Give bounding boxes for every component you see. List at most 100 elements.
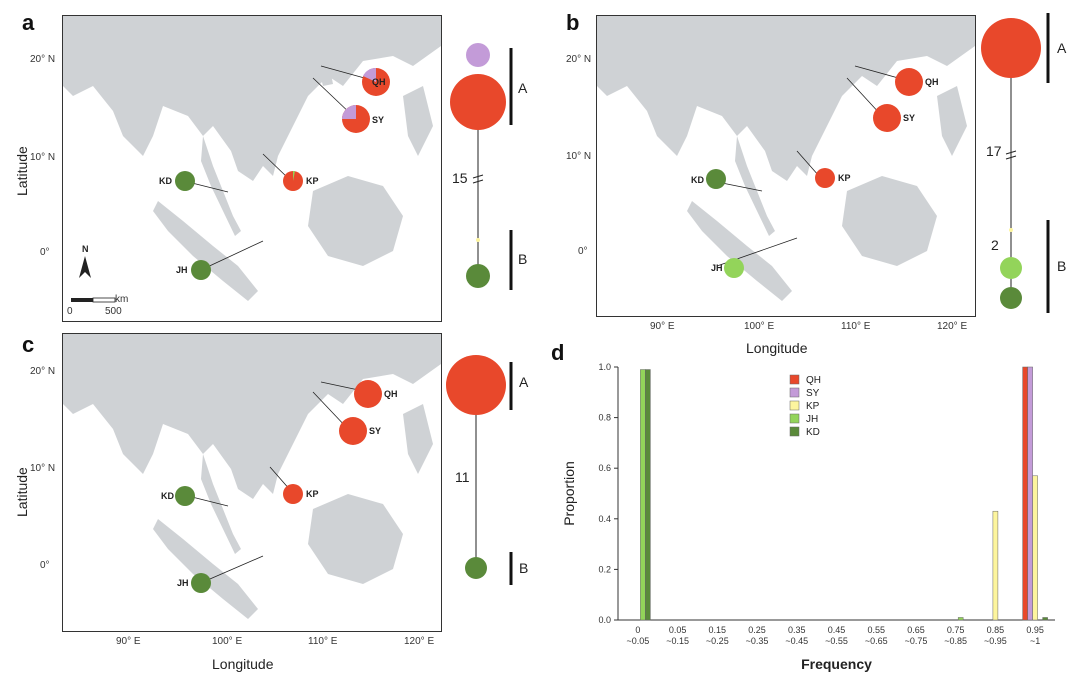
panel-label-b: b: [566, 10, 580, 35]
network-c: [446, 355, 513, 585]
sumatra-land: [153, 201, 258, 301]
lon-tick-90-c: 90° E: [116, 636, 141, 647]
steps2-label-b: 2: [991, 237, 999, 253]
haplotype-b-label-a: B: [518, 251, 528, 267]
steps-label-c: 11: [455, 469, 470, 485]
x-tick-label: 0.95: [1026, 625, 1044, 635]
x-tick-label: ~0.75: [905, 636, 928, 646]
site-jh-c: JH: [177, 578, 189, 588]
site-jh-a: JH: [176, 265, 188, 275]
haplotype-b-label-b: B: [1057, 258, 1067, 274]
philippines-land: [403, 86, 433, 156]
north-arrow-icon: [79, 256, 91, 278]
y-tick-label: 0.4: [598, 514, 611, 524]
site-kp-c: KP: [306, 489, 319, 499]
map-a: QH SY KP KD JH N km 0 500: [62, 15, 442, 322]
x-tick-label: ~0.95: [984, 636, 1007, 646]
map-b: QH SY KP KD JH: [596, 15, 976, 317]
network-b: [981, 13, 1050, 313]
pie-sy-b: [873, 104, 901, 132]
haplotype-a-label-a: A: [518, 80, 528, 96]
y-tick-label: 0.6: [598, 463, 611, 473]
site-sy-c: SY: [369, 426, 382, 436]
pie-kd-c: [175, 486, 195, 506]
legend-label-kp: KP: [806, 401, 820, 412]
bar-kd: [645, 369, 651, 621]
legend-swatch-jh: [789, 413, 800, 424]
lat-tick-0: 0°: [40, 247, 50, 258]
site-sy-b: SY: [903, 113, 916, 123]
haplotype-a-label-b: A: [1057, 40, 1067, 56]
lat-tick-10-c: 10° N: [30, 463, 56, 474]
x-tick-label: 0: [635, 625, 640, 635]
lon-tick-100-c: 100° E: [212, 636, 243, 647]
panel-label-c: c: [22, 332, 35, 357]
mainland-land: [63, 16, 441, 181]
haplotype-b-label-c: B: [519, 560, 529, 576]
x-tick-label: ~0.65: [865, 636, 888, 646]
lon-tick-110-c: 110° E: [308, 636, 338, 647]
bar-sy: [1027, 366, 1033, 621]
bar-kp: [992, 510, 999, 621]
lat-tick-20-b: 20° N: [566, 54, 592, 65]
pointer-lines-a: [187, 65, 369, 270]
x-tick-label: ~0.45: [785, 636, 808, 646]
y-tick-label: 0.8: [598, 413, 611, 423]
legend-swatch-qh: [789, 374, 800, 385]
site-qh-c: QH: [384, 389, 398, 399]
x-tick-label: 0.35: [788, 625, 806, 635]
pie-sy-a: [342, 105, 370, 133]
north-label: N: [82, 244, 89, 254]
legend-label-kd: KD: [806, 427, 820, 438]
taiwan-hainan-land: [321, 74, 333, 86]
pie-qh-b: [895, 68, 923, 96]
y-tick-label: 1.0: [598, 362, 611, 372]
x-axis-label: Frequency: [801, 656, 872, 672]
ylabel-a: Latitude: [14, 146, 30, 196]
site-kp-a: KP: [306, 176, 319, 186]
pie-sy-c: [339, 417, 367, 445]
x-tick-label: 0.15: [709, 625, 727, 635]
site-kp-b: KP: [838, 173, 851, 183]
x-tick-label: ~0.25: [706, 636, 729, 646]
x-tick-label: ~0.15: [666, 636, 689, 646]
map-a-svg: [63, 16, 441, 303]
x-tick-label: 0.25: [748, 625, 766, 635]
x-tick-label: 0.05: [669, 625, 687, 635]
legend-label-qh: QH: [806, 375, 821, 386]
lon-tick-120-c: 120° E: [404, 636, 435, 647]
x-tick-label: ~0.55: [825, 636, 848, 646]
y-axis-label: Proportion: [561, 461, 577, 526]
lon-tick-110-b: 110° E: [841, 321, 871, 332]
map-c-svg: [63, 334, 441, 619]
x-tick-label: 0.75: [947, 625, 965, 635]
legend-swatch-kd: [789, 426, 800, 437]
x-tick-label: 0.55: [867, 625, 885, 635]
scale-500: 500: [105, 306, 122, 317]
bar-jh: [640, 369, 646, 621]
haplotype-a-label-c: A: [519, 374, 529, 390]
legend-label-jh: JH: [806, 414, 818, 425]
pie-qh-a: [362, 67, 390, 96]
panel-label-d: d: [551, 340, 565, 365]
lat-tick-0-b: 0°: [578, 246, 588, 257]
lat-tick-10: 10° N: [30, 152, 56, 163]
frequency-chart: 0.00.20.40.60.81.0ProportionFrequency0~0…: [561, 362, 1055, 672]
pie-jh-a: [191, 260, 211, 280]
steps-label-a: 15: [452, 170, 468, 186]
site-qh-b: QH: [925, 77, 939, 87]
pie-kp-a: [283, 170, 303, 191]
scale-unit: km: [115, 294, 129, 305]
site-jh-b: JH: [711, 263, 723, 273]
borneo-land: [308, 176, 403, 266]
xlabel-b: Longitude: [746, 340, 808, 356]
bar-kp: [1032, 475, 1038, 621]
lat-tick-20-c: 20° N: [30, 366, 56, 377]
legend-swatch-sy: [789, 387, 800, 398]
x-tick-label: ~0.05: [626, 636, 649, 646]
site-qh-a: QH: [372, 77, 386, 87]
lon-tick-90-b: 90° E: [650, 321, 675, 332]
pie-jh-b: [724, 258, 744, 278]
y-tick-label: 0.2: [598, 564, 611, 574]
scale-zero: 0: [67, 306, 73, 317]
